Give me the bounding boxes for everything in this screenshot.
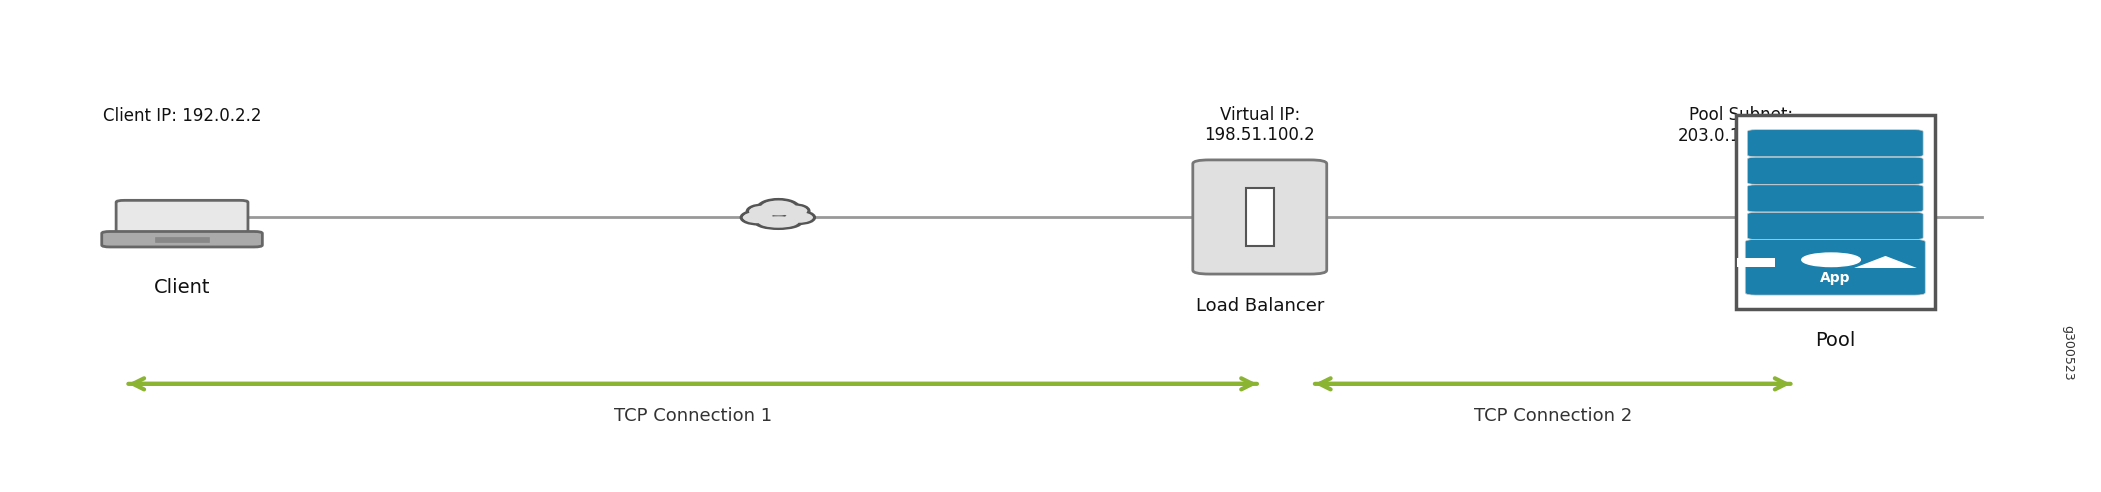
FancyBboxPatch shape: [101, 232, 263, 247]
Ellipse shape: [756, 215, 800, 228]
Text: Client: Client: [153, 278, 210, 297]
Circle shape: [1803, 253, 1859, 267]
Text: TCP Connection 2: TCP Connection 2: [1473, 407, 1632, 425]
FancyBboxPatch shape: [1748, 213, 1922, 240]
Ellipse shape: [784, 212, 815, 223]
Text: Client IP: 192.0.2.2: Client IP: 192.0.2.2: [103, 107, 261, 125]
FancyBboxPatch shape: [1748, 157, 1922, 184]
Text: TCP Connection 1: TCP Connection 1: [613, 407, 771, 425]
FancyBboxPatch shape: [1193, 160, 1326, 274]
Text: Pool Subnet:
203.0.113.0/24: Pool Subnet: 203.0.113.0/24: [1677, 106, 1805, 145]
Text: Virtual IP:
198.51.100.2: Virtual IP: 198.51.100.2: [1204, 106, 1315, 145]
Ellipse shape: [742, 211, 775, 224]
Ellipse shape: [786, 212, 813, 223]
Ellipse shape: [748, 205, 779, 218]
Ellipse shape: [748, 205, 779, 218]
Text: App: App: [1819, 272, 1851, 285]
Ellipse shape: [758, 199, 798, 216]
Bar: [155, 238, 210, 242]
FancyBboxPatch shape: [1746, 240, 1925, 295]
Polygon shape: [1853, 256, 1916, 268]
Ellipse shape: [779, 205, 809, 217]
Text: Load Balancer: Load Balancer: [1195, 297, 1324, 315]
Ellipse shape: [782, 206, 807, 216]
Text: g300523: g300523: [2061, 325, 2074, 380]
Bar: [1738, 258, 1775, 267]
Text: Pool: Pool: [1815, 331, 1855, 350]
Bar: [1735, 116, 1935, 309]
Bar: [1246, 188, 1273, 246]
FancyBboxPatch shape: [116, 200, 248, 246]
Ellipse shape: [756, 215, 800, 228]
Ellipse shape: [761, 200, 796, 215]
Ellipse shape: [742, 211, 775, 224]
Ellipse shape: [779, 205, 809, 217]
Ellipse shape: [758, 199, 798, 216]
FancyBboxPatch shape: [1748, 185, 1922, 212]
Ellipse shape: [750, 206, 777, 217]
Ellipse shape: [784, 212, 815, 223]
Ellipse shape: [758, 216, 798, 228]
Ellipse shape: [744, 212, 773, 223]
FancyBboxPatch shape: [1748, 130, 1922, 157]
